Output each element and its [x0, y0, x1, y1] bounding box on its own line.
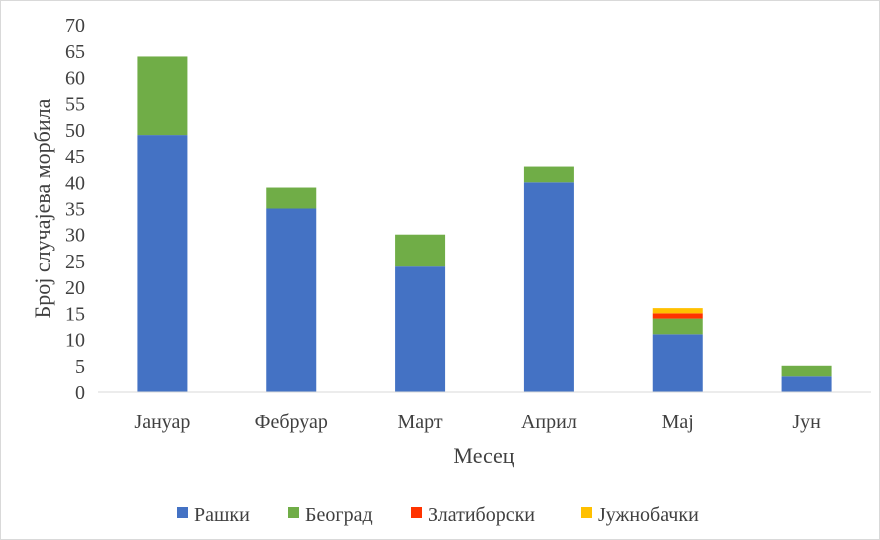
- legend-label: Златиборски: [428, 504, 535, 526]
- y-tick-label: 25: [65, 251, 85, 273]
- legend: Рашки Београд Златиборски Јужнобачки: [177, 504, 699, 526]
- y-tick-label: 65: [65, 41, 85, 63]
- y-tick-label: 15: [65, 303, 85, 325]
- bar-segment: [652, 313, 703, 319]
- y-tick-label: 20: [65, 277, 85, 299]
- x-tick-label: Фебруар: [255, 411, 328, 433]
- y-tick-label: 30: [65, 225, 85, 247]
- x-tick-label: Јун: [792, 411, 821, 433]
- y-axis-title: Број случајева морбила: [30, 98, 55, 318]
- bar-segment: [395, 266, 446, 392]
- bar-segment: [781, 376, 832, 392]
- legend-swatch: [288, 507, 299, 518]
- bar-segment: [652, 308, 703, 314]
- bar-segment: [781, 365, 832, 377]
- y-tick-label: 40: [65, 172, 85, 194]
- y-tick-label: 55: [65, 94, 85, 116]
- bar-segment: [266, 208, 317, 392]
- bar-segment: [652, 318, 703, 335]
- y-tick-label: 35: [65, 199, 85, 221]
- legend-swatch: [177, 507, 188, 518]
- bar-segment: [137, 135, 188, 392]
- bar-segment: [137, 56, 188, 136]
- y-tick-label: 5: [75, 356, 85, 378]
- y-tick-label: 10: [65, 330, 85, 352]
- x-tick-label: Мај: [662, 411, 694, 433]
- legend-label: Рашки: [194, 504, 250, 526]
- legend-label: Јужнобачки: [598, 504, 699, 526]
- bars-group: [137, 56, 832, 392]
- bar-segment: [523, 166, 574, 183]
- legend-swatch: [581, 507, 592, 518]
- y-tick-label: 50: [65, 120, 85, 142]
- x-axis-ticks: Јануар Фебруар Март Април Мај Јун: [134, 411, 821, 433]
- y-tick-label: 45: [65, 146, 85, 168]
- bar-segment: [523, 182, 574, 392]
- x-tick-label: Јануар: [134, 411, 190, 433]
- y-tick-label: 60: [65, 67, 85, 89]
- bar-segment: [652, 334, 703, 392]
- y-axis-ticks: 0 5 10 15 20 25 30 35 40 45 50 55 60 65 70: [65, 15, 85, 404]
- bar-segment: [395, 234, 446, 267]
- x-tick-label: Април: [521, 411, 577, 433]
- legend-swatch: [411, 507, 422, 518]
- bar-segment: [266, 187, 317, 209]
- y-tick-label: 70: [65, 15, 85, 37]
- x-tick-label: Март: [398, 411, 443, 433]
- x-axis-title: Месец: [453, 443, 514, 468]
- y-tick-label: 0: [75, 382, 85, 404]
- legend-label: Београд: [305, 504, 373, 526]
